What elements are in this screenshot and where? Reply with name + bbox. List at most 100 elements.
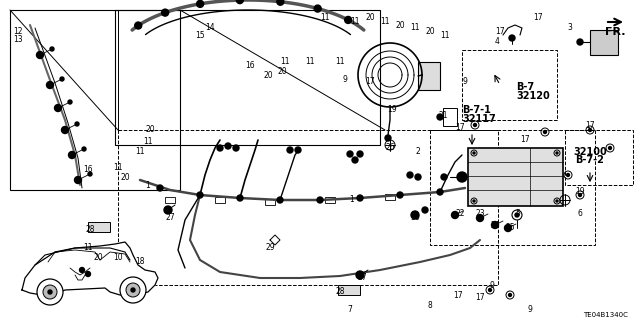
Circle shape — [504, 225, 511, 231]
Bar — [443, 108, 457, 126]
Circle shape — [37, 279, 63, 305]
Circle shape — [566, 173, 570, 177]
Circle shape — [74, 177, 81, 183]
Text: 11: 11 — [143, 138, 153, 147]
Text: 20: 20 — [425, 28, 435, 36]
Bar — [325, 197, 335, 203]
Circle shape — [126, 283, 140, 297]
Circle shape — [357, 151, 363, 157]
Circle shape — [437, 114, 443, 120]
Text: 19: 19 — [387, 106, 397, 115]
Text: 2: 2 — [415, 148, 420, 156]
Circle shape — [477, 214, 483, 221]
Circle shape — [317, 197, 323, 203]
Circle shape — [543, 131, 547, 133]
Text: 9: 9 — [490, 281, 495, 290]
Circle shape — [437, 189, 443, 195]
Text: 17: 17 — [475, 293, 485, 302]
Circle shape — [352, 157, 358, 163]
Text: 16: 16 — [245, 60, 255, 69]
Circle shape — [50, 47, 54, 51]
Circle shape — [68, 100, 72, 104]
Bar — [565, 130, 633, 185]
Circle shape — [131, 288, 135, 292]
Text: 11: 11 — [320, 13, 330, 22]
Circle shape — [474, 124, 477, 126]
Circle shape — [385, 135, 391, 141]
Circle shape — [120, 277, 146, 303]
Text: 11: 11 — [350, 18, 360, 27]
Bar — [468, 148, 563, 206]
Circle shape — [492, 221, 499, 228]
Circle shape — [197, 192, 203, 198]
Bar — [88, 222, 110, 232]
Bar — [215, 197, 225, 203]
Text: 17: 17 — [520, 135, 530, 145]
Circle shape — [509, 35, 515, 41]
Text: 20: 20 — [395, 20, 405, 29]
Circle shape — [79, 268, 84, 273]
Circle shape — [457, 172, 467, 182]
Bar — [462, 50, 557, 120]
Text: 25: 25 — [505, 223, 515, 233]
Circle shape — [422, 207, 428, 213]
Text: 8: 8 — [428, 300, 433, 309]
Circle shape — [473, 152, 475, 154]
Text: 20: 20 — [93, 253, 103, 262]
Text: 18: 18 — [135, 258, 145, 267]
Circle shape — [577, 39, 583, 45]
Text: 17: 17 — [453, 291, 463, 300]
Circle shape — [82, 147, 86, 151]
Bar — [385, 194, 395, 200]
Text: 17: 17 — [455, 124, 465, 132]
Circle shape — [48, 290, 52, 294]
Text: 20: 20 — [277, 68, 287, 76]
Text: 23: 23 — [475, 209, 485, 218]
Circle shape — [451, 212, 458, 219]
Circle shape — [579, 194, 582, 196]
Bar — [418, 62, 440, 90]
Circle shape — [60, 77, 64, 81]
Circle shape — [162, 9, 168, 16]
Circle shape — [473, 200, 475, 202]
Circle shape — [75, 122, 79, 126]
Text: 9: 9 — [342, 76, 348, 84]
Circle shape — [43, 285, 57, 299]
Bar — [590, 30, 618, 55]
Circle shape — [411, 211, 419, 219]
Circle shape — [407, 172, 413, 178]
Text: 17: 17 — [533, 13, 543, 22]
Text: 28: 28 — [335, 287, 345, 297]
Circle shape — [314, 5, 321, 12]
Text: 14: 14 — [205, 23, 215, 33]
Circle shape — [488, 289, 492, 292]
Text: 11: 11 — [113, 164, 123, 172]
Text: 11: 11 — [410, 23, 420, 33]
Bar — [118, 130, 498, 285]
Polygon shape — [22, 242, 158, 295]
Text: 27: 27 — [165, 213, 175, 222]
Text: 12: 12 — [13, 28, 23, 36]
Text: 11: 11 — [440, 30, 450, 39]
Text: 29: 29 — [265, 244, 275, 252]
Text: 11: 11 — [83, 244, 93, 252]
Circle shape — [509, 293, 511, 297]
Text: 11: 11 — [305, 58, 315, 67]
Text: FR.: FR. — [605, 27, 625, 37]
Text: 6: 6 — [577, 209, 582, 218]
Text: 24: 24 — [490, 220, 500, 229]
Circle shape — [356, 271, 364, 279]
Circle shape — [135, 22, 141, 29]
Circle shape — [609, 147, 611, 149]
Circle shape — [357, 195, 363, 201]
Text: 7: 7 — [348, 306, 353, 315]
Circle shape — [61, 126, 68, 133]
Circle shape — [233, 145, 239, 151]
Text: 17: 17 — [495, 28, 505, 36]
Text: TE04B1340C: TE04B1340C — [583, 312, 628, 318]
Text: 17: 17 — [365, 77, 375, 86]
Circle shape — [277, 0, 284, 5]
Text: 32100: 32100 — [573, 147, 607, 157]
Circle shape — [217, 145, 223, 151]
Circle shape — [196, 0, 204, 7]
